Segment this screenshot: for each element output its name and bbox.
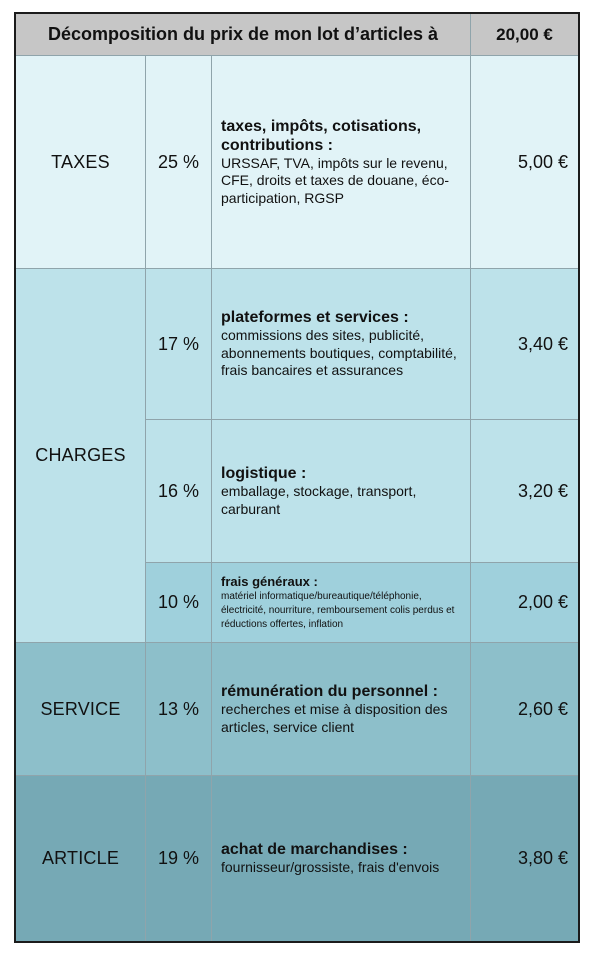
amount-value: 2,60 €: [517, 698, 568, 719]
row-service-description: rémunération du personnel : recherches e…: [212, 643, 471, 776]
row-taxes-amount: 5,00 €: [471, 56, 578, 269]
row-taxes-description: taxes, impôts, cotisations, contribution…: [212, 56, 471, 269]
percent-value: 25 %: [157, 151, 200, 172]
amount-value: 3,40 €: [517, 333, 568, 354]
row-logistique-percent: 16 %: [146, 420, 212, 563]
header-total: 20,00 €: [496, 24, 553, 44]
percent-value: 10 %: [157, 592, 200, 612]
percent-value: 19 %: [157, 848, 200, 868]
row-article-percent: 19 %: [146, 776, 212, 941]
amount-value: 3,20 €: [517, 480, 568, 501]
percent-value: 17 %: [157, 333, 200, 354]
row-logistique-description: logistique : emballage, stockage, transp…: [212, 420, 471, 563]
row-taxes-percent: 25 %: [146, 56, 212, 269]
category-service: SERVICE: [16, 643, 146, 776]
row-frais-description: frais généraux : matériel informatique/b…: [212, 563, 471, 643]
category-charges-label: CHARGES: [35, 445, 126, 465]
row-plateformes-amount: 3,40 €: [471, 269, 578, 420]
row-article-description: achat de marchandises : fournisseur/gros…: [212, 776, 471, 941]
description-title: taxes, impôts, cotisations, contribution…: [221, 117, 422, 154]
row-plateformes-description: plateformes et services : commissions de…: [212, 269, 471, 420]
category-article-label: ARTICLE: [41, 848, 120, 868]
percent-value: 13 %: [157, 698, 200, 719]
description-details: URSSAF, TVA, impôts sur le revenu, CFE, …: [221, 154, 450, 206]
description-details: recherches et mise à disposition des art…: [221, 701, 448, 735]
description-title: logistique :: [221, 465, 307, 482]
amount-value: 2,00 €: [517, 592, 568, 612]
price-breakdown-table: Décomposition du prix de mon lot d’artic…: [14, 12, 580, 943]
row-logistique-amount: 3,20 €: [471, 420, 578, 563]
header-total-cell: 20,00 €: [471, 14, 578, 56]
description-title: plateformes et services :: [221, 309, 409, 327]
description-details: emballage, stockage, transport, carburan…: [221, 483, 417, 517]
description-title: rémunération du personnel :: [221, 683, 438, 700]
description-details: fournisseur/grossiste, frais d'envois: [221, 859, 440, 876]
percent-value: 16 %: [157, 480, 200, 501]
category-article: ARTICLE: [16, 776, 146, 941]
row-article-amount: 3,80 €: [471, 776, 578, 941]
row-service-amount: 2,60 €: [471, 643, 578, 776]
row-service-percent: 13 %: [146, 643, 212, 776]
description-details: matériel informatique/bureautique/téléph…: [221, 591, 455, 630]
category-charges: CHARGES: [16, 269, 146, 643]
header-title-cell: Décomposition du prix de mon lot d’artic…: [16, 14, 471, 56]
category-taxes-label: TAXES: [51, 151, 110, 172]
category-taxes: TAXES: [16, 56, 146, 269]
row-frais-amount: 2,00 €: [471, 563, 578, 643]
row-plateformes-percent: 17 %: [146, 269, 212, 420]
description-title: frais généraux :: [221, 574, 318, 589]
description-title: achat de marchandises :: [221, 841, 408, 859]
row-frais-percent: 10 %: [146, 563, 212, 643]
category-service-label: SERVICE: [40, 698, 121, 719]
header-title: Décomposition du prix de mon lot d’artic…: [47, 24, 439, 44]
amount-value: 3,80 €: [517, 848, 568, 868]
amount-value: 5,00 €: [517, 151, 568, 172]
description-details: commissions des sites, publicité, abonne…: [221, 327, 457, 379]
